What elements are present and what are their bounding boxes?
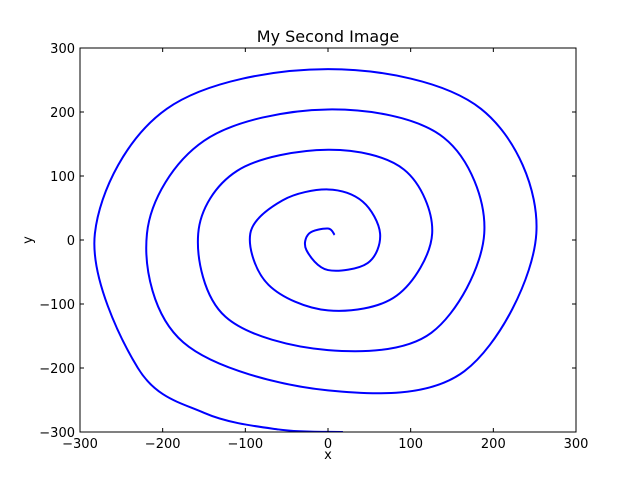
axis-ticks: −300 −200 −100 0 100 200 300 −300 −200 −100 0 100 20… <box>39 42 588 452</box>
x-tick-label: −200 <box>145 437 181 452</box>
y-tick-label: 200 <box>50 106 75 121</box>
y-tick-label: −300 <box>39 426 75 441</box>
x-tick-label: −300 <box>62 437 98 452</box>
x-tick-label: 0 <box>324 437 332 452</box>
x-axis-label: x <box>324 448 332 463</box>
y-axis-label: y <box>21 236 36 244</box>
y-tick-label: 100 <box>50 170 75 185</box>
y-tick-label: −200 <box>39 362 75 377</box>
chart-title: My Second Image <box>257 27 399 46</box>
y-tick-label: −100 <box>39 298 75 313</box>
y-tick-label: 300 <box>50 42 75 57</box>
x-tick-label: −100 <box>227 437 263 452</box>
y-tick-label: 0 <box>67 234 75 249</box>
x-tick-label: 200 <box>481 437 506 452</box>
x-tick-label: 300 <box>564 437 589 452</box>
x-tick-label: 100 <box>398 437 423 452</box>
spiral-series-line <box>93 68 538 432</box>
